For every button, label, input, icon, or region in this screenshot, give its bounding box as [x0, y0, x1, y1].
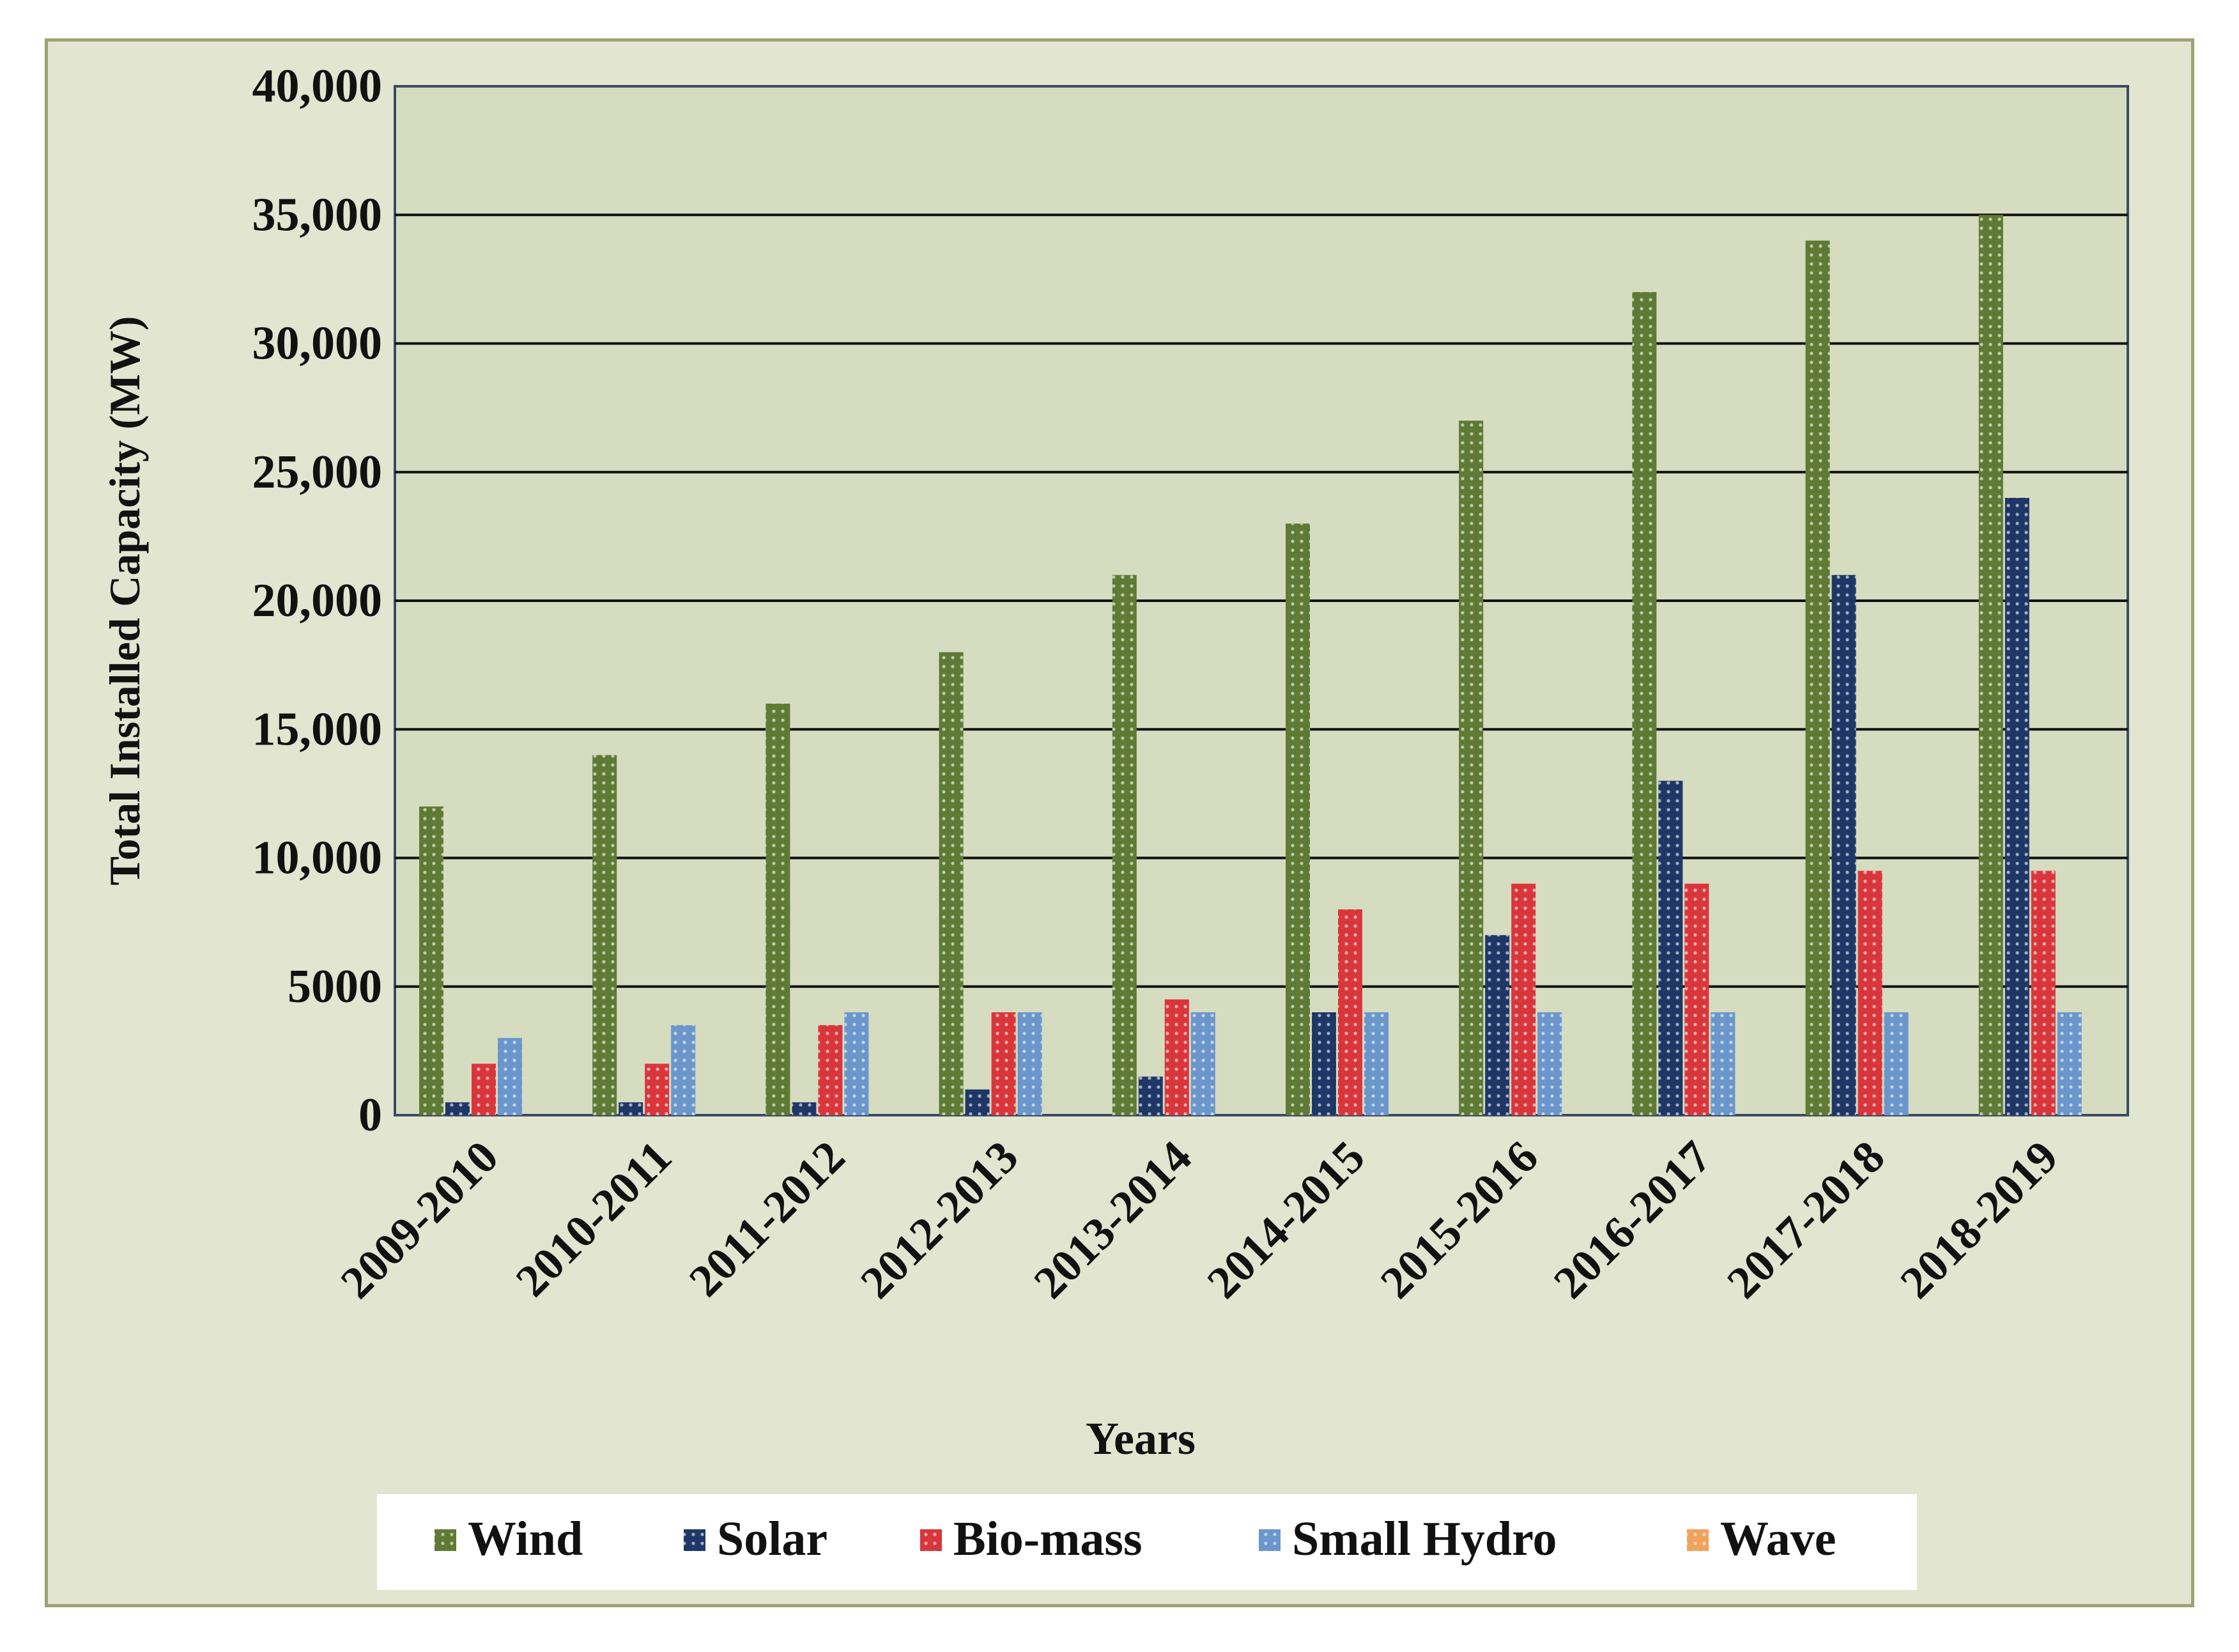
- bar-small-hydro-2017-2018: [1884, 1012, 1909, 1115]
- y-tick-label: 10,000: [252, 832, 383, 884]
- bar-solar-2016-2017: [1658, 780, 1683, 1115]
- legend-label: Wave: [1720, 1512, 1836, 1566]
- bar-bio-mass-2014-2015: [1338, 909, 1362, 1115]
- legend-label: Solar: [717, 1512, 827, 1566]
- bar-bio-mass-2018-2019: [2031, 870, 2056, 1115]
- x-tick-label: 2009-2010: [331, 1131, 508, 1308]
- y-tick-label: 5000: [288, 961, 382, 1013]
- bar-bio-mass-2010-2011: [645, 1063, 670, 1115]
- bar-solar-2014-2015: [1312, 1012, 1336, 1115]
- y-tick-labels: 0 5000 10,000 15,000 20,000 25,000 30,000 35,00…: [252, 60, 383, 1141]
- bar-wind-2012-2013: [939, 652, 964, 1115]
- y-tick-label: 15,000: [252, 703, 383, 755]
- bar-small-hydro-2011-2012: [844, 1012, 869, 1115]
- legend-item: Wave: [1687, 1512, 1836, 1566]
- legend: Wind Solar Bio-mass Small Hydro Wave: [377, 1494, 1917, 1590]
- y-tick-label: 35,000: [252, 189, 383, 241]
- bar-solar-2010-2011: [619, 1102, 643, 1115]
- bars: [419, 215, 2082, 1115]
- legend-label: Wind: [468, 1512, 583, 1566]
- x-tick-label: 2016-2017: [1544, 1131, 1721, 1308]
- x-tick-label: 2015-2016: [1371, 1131, 1548, 1308]
- x-tick-label: 2012-2013: [850, 1131, 1027, 1308]
- x-tick-labels: 2009-20102010-20112011-20122012-20132013…: [331, 1131, 2068, 1308]
- legend-item: Bio-mass: [920, 1512, 1143, 1566]
- bar-small-hydro-2014-2015: [1364, 1012, 1389, 1115]
- x-tick-label: 2014-2015: [1197, 1131, 1374, 1308]
- x-tick-label: 2013-2014: [1024, 1131, 1201, 1308]
- y-tick-label: 30,000: [252, 318, 383, 370]
- bar-small-hydro-2012-2013: [1017, 1012, 1042, 1115]
- bar-solar-2015-2016: [1485, 935, 1510, 1115]
- bar-small-hydro-2010-2011: [671, 1025, 696, 1115]
- bar-small-hydro-2018-2019: [2057, 1012, 2082, 1115]
- legend-item: Solar: [684, 1512, 827, 1566]
- bar-small-hydro-2013-2014: [1190, 1012, 1215, 1115]
- bar-small-hydro-2009-2010: [498, 1038, 522, 1115]
- legend-item: Wind: [435, 1512, 583, 1566]
- bar-solar-2009-2010: [445, 1102, 470, 1115]
- y-tick-label: 25,000: [252, 446, 383, 498]
- bar-wind-2009-2010: [419, 807, 443, 1115]
- bar-solar-2017-2018: [1831, 575, 1856, 1115]
- bar-wind-2016-2017: [1632, 292, 1657, 1115]
- x-tick-label: 2011-2012: [679, 1131, 854, 1306]
- bar-solar-2018-2019: [2004, 498, 2029, 1115]
- bar-wind-2015-2016: [1459, 421, 1484, 1115]
- bar-wind-2011-2012: [766, 704, 790, 1115]
- x-tick-label: 2018-2019: [1891, 1131, 2068, 1308]
- bar-wind-2013-2014: [1112, 575, 1137, 1115]
- bar-bio-mass-2016-2017: [1684, 883, 1709, 1115]
- bar-wind-2014-2015: [1286, 523, 1310, 1115]
- bar-bio-mass-2011-2012: [818, 1025, 843, 1115]
- legend-item: Small Hydro: [1259, 1512, 1557, 1566]
- x-tick-label: 2017-2018: [1717, 1131, 1894, 1308]
- bar-small-hydro-2016-2017: [1711, 1012, 1735, 1115]
- bar-solar-2011-2012: [792, 1102, 817, 1115]
- x-tick-label: 2010-2011: [506, 1131, 681, 1306]
- bar-solar-2012-2013: [965, 1089, 990, 1115]
- bar-bio-mass-2013-2014: [1164, 999, 1189, 1115]
- y-tick-label: 40,000: [252, 60, 383, 112]
- x-axis-label: Years: [1086, 1413, 1196, 1464]
- legend-label: Bio-mass: [953, 1512, 1143, 1566]
- legend-label: Small Hydro: [1292, 1512, 1557, 1566]
- bar-bio-mass-2017-2018: [1858, 870, 1882, 1115]
- bar-solar-2013-2014: [1138, 1076, 1163, 1115]
- bar-small-hydro-2015-2016: [1537, 1012, 1562, 1115]
- bar-wind-2010-2011: [592, 755, 617, 1115]
- bar-bio-mass-2015-2016: [1511, 883, 1536, 1115]
- y-tick-label: 0: [358, 1089, 382, 1141]
- y-axis-label: Total Installed Capacity (MW): [100, 316, 149, 886]
- bar-wind-2017-2018: [1805, 240, 1830, 1115]
- y-tick-label: 20,000: [252, 575, 383, 627]
- bar-bio-mass-2012-2013: [991, 1012, 1016, 1115]
- legend-box: [377, 1494, 1917, 1590]
- bar-bio-mass-2009-2010: [472, 1063, 496, 1115]
- bar-wind-2018-2019: [1978, 215, 2003, 1115]
